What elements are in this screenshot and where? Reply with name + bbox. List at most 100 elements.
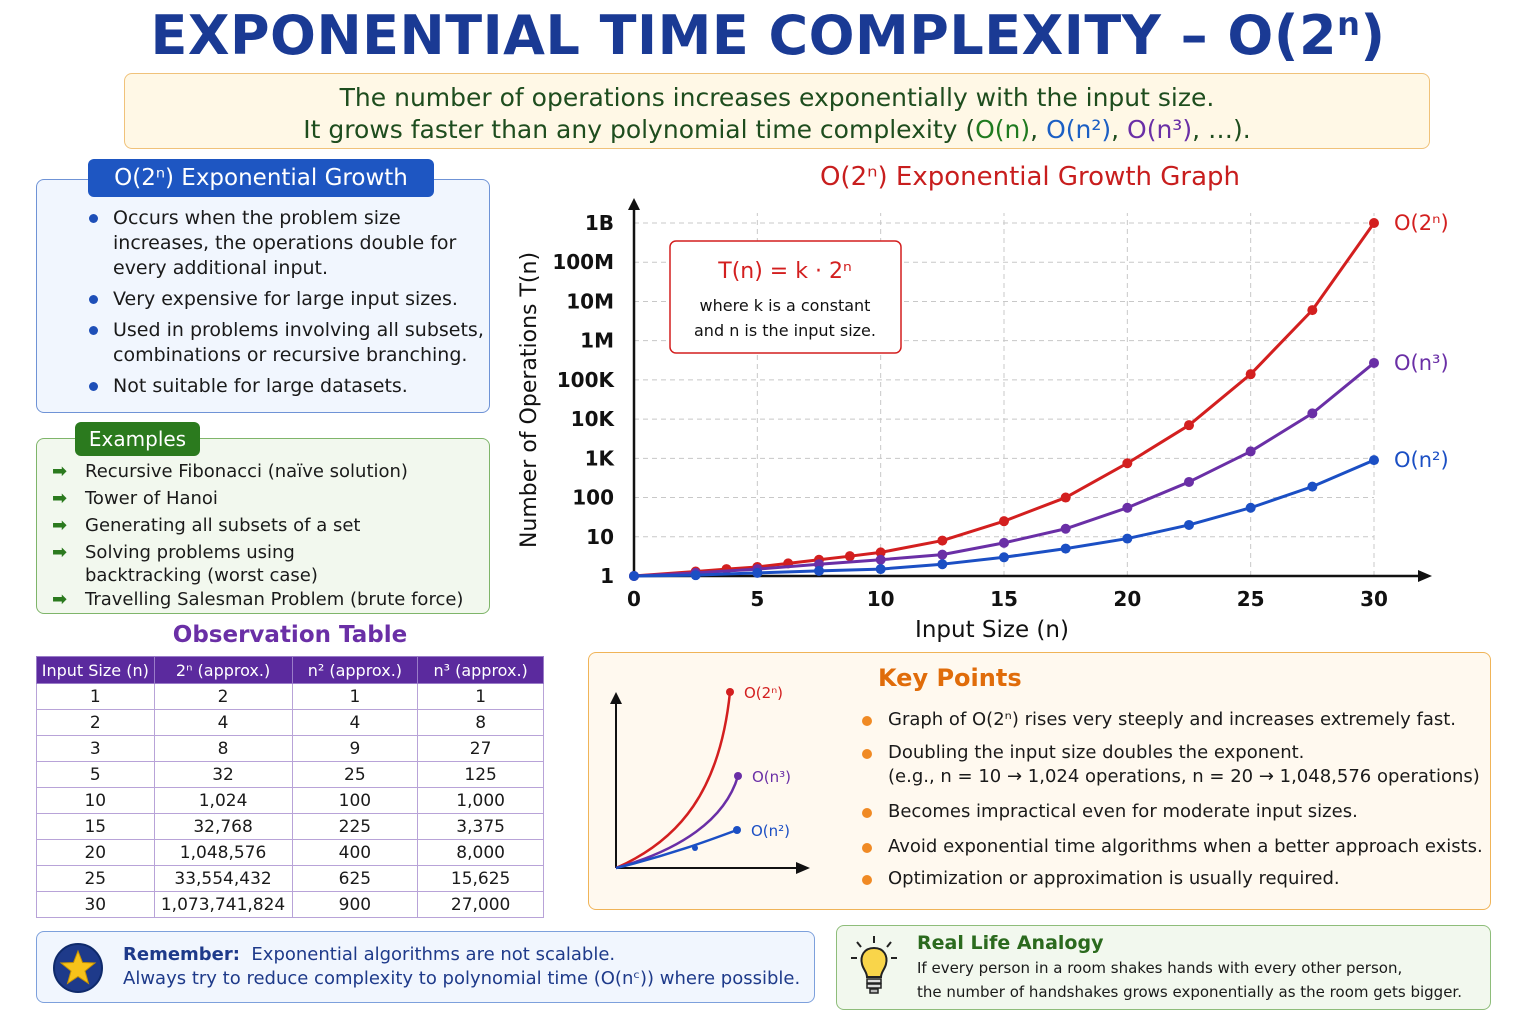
table-cell: 8	[417, 709, 544, 736]
key-point: Optimization or approximation is usually…	[862, 867, 1340, 891]
data-point	[937, 535, 948, 546]
table-cell: 15,625	[417, 865, 544, 892]
table-cell: 30	[36, 891, 155, 918]
data-point	[999, 516, 1009, 527]
star-icon	[53, 943, 103, 993]
key-point: Graph of O(2ⁿ) rises very steeply and in…	[862, 708, 1456, 732]
mini-point	[733, 826, 741, 834]
table-header: n³ (approx.)	[417, 656, 544, 684]
data-point	[814, 565, 824, 576]
mini-x-arrow	[796, 862, 810, 874]
series-label: O(n²)	[1394, 448, 1449, 472]
y-tick-label: 1	[600, 564, 614, 588]
remember-panel	[36, 931, 815, 1003]
mini-point	[734, 772, 742, 780]
formula-line-2: and n is the input size.	[694, 321, 876, 340]
data-point	[999, 552, 1009, 563]
x-tick-label: 0	[627, 587, 641, 611]
key-point-example: (e.g., n = 10 → 1,024 operations, n = 20…	[888, 766, 1480, 787]
table-cell: 2	[153, 683, 293, 710]
table-cell: 400	[291, 839, 419, 866]
data-point	[1122, 502, 1133, 513]
table-header-row: Input Size (n) 2ⁿ (approx.) n² (approx.)…	[36, 656, 544, 684]
y-tick-label: 100K	[557, 368, 616, 392]
table-cell: 8	[153, 735, 293, 762]
growth-panel-title: O(2ⁿ) Exponential Growth	[88, 159, 434, 197]
x-tick-label: 20	[1113, 587, 1141, 611]
analogy-title: Real Life Analogy	[917, 932, 1104, 954]
analogy-panel	[836, 925, 1491, 1010]
data-point	[875, 554, 886, 565]
data-point	[1369, 218, 1379, 228]
observation-table-title: Observation Table	[172, 622, 408, 648]
series-label: O(2ⁿ)	[1394, 211, 1449, 235]
table-cell: 1	[291, 683, 419, 710]
table-cell: 9	[291, 735, 419, 762]
mini-curve	[615, 775, 740, 870]
analogy-line-1: If every person in a room shakes hands w…	[917, 959, 1403, 977]
x-tick-label: 10	[867, 587, 895, 611]
table-cell: 1,000	[417, 787, 544, 814]
key-point: Avoid exponential time algorithms when a…	[862, 835, 1483, 859]
subtitle-line-2: It grows faster than any polynomial time…	[303, 115, 1251, 144]
arrow-right-icon: ➡	[52, 589, 68, 610]
table-cell: 27	[417, 735, 544, 762]
table-cell: 33,554,432	[153, 865, 293, 892]
example-item: ➡ Travelling Salesman Problem (brute forc…	[52, 589, 464, 610]
data-point	[1184, 476, 1194, 487]
analogy-line-2: the number of handshakes grows exponenti…	[917, 983, 1462, 1001]
data-point	[1245, 502, 1256, 513]
table-cell: 15	[36, 813, 155, 840]
table-row: 30 1,073,741,824 900 27,000	[36, 891, 544, 918]
data-point	[1060, 492, 1071, 503]
key-point: Doubling the input size doubles the expo…	[862, 741, 1304, 765]
data-point	[875, 564, 886, 575]
table-cell: 32,768	[153, 813, 293, 840]
table-cell: 27,000	[417, 891, 544, 918]
mini-y-arrow	[610, 692, 622, 704]
table-cell: 10	[36, 787, 155, 814]
table-row: 3 8 9 27	[36, 735, 544, 762]
mini-growth-chart: O(2ⁿ) O(n³) O(n²)	[610, 684, 810, 874]
table-cell: 900	[291, 891, 419, 918]
table-cell: 1,073,741,824	[153, 891, 293, 918]
series-label: O(n³)	[1394, 351, 1449, 375]
subtitle-box: The number of operations increases expon…	[124, 73, 1430, 149]
table-cell: 1	[417, 683, 544, 710]
x-tick-label: 15	[990, 587, 1018, 611]
table-cell: 1,024	[153, 787, 293, 814]
mini-curve-label: O(n²)	[751, 822, 790, 840]
y-axis-label: Number of Operations T(n)	[517, 252, 542, 548]
y-tick-label: 100M	[552, 250, 614, 274]
mini-curve	[615, 691, 732, 870]
arrow-right-icon: ➡	[52, 515, 68, 536]
remember-line-1: Remember: Exponential algorithms are not…	[123, 944, 616, 965]
table-cell: 4	[291, 709, 419, 736]
arrow-right-icon: ➡	[52, 488, 68, 509]
table-cell: 1	[36, 683, 155, 710]
mini-curve-label: O(2ⁿ)	[744, 684, 783, 702]
data-point	[1184, 519, 1194, 530]
data-point	[1060, 523, 1071, 534]
subtitle-line-1: The number of operations increases expon…	[339, 83, 1215, 112]
table-cell: 100	[291, 787, 419, 814]
growth-panel: Occurs when the problem size increases, …	[36, 179, 490, 413]
data-point	[875, 547, 886, 558]
table-cell: 625	[291, 865, 419, 892]
table-header: n² (approx.)	[291, 656, 419, 684]
growth-bullet-list: Occurs when the problem size increases, …	[89, 206, 489, 405]
remember-line-2: Always try to reduce complexity to polyn…	[123, 968, 801, 989]
data-point	[752, 567, 763, 578]
y-tick-label: 100	[572, 486, 614, 510]
table-header: 2ⁿ (approx.)	[153, 656, 293, 684]
table-cell: 2	[36, 709, 155, 736]
y-tick-label: 1M	[580, 329, 614, 353]
mini-point	[692, 845, 698, 851]
page-title: EXPONENTIAL TIME COMPLEXITY – O(2n)	[150, 4, 1386, 67]
y-tick-label: 1K	[585, 446, 616, 470]
table-header: Input Size (n)	[36, 656, 155, 684]
examples-title: Examples	[75, 422, 200, 456]
key-point: Becomes impractical even for moderate in…	[862, 800, 1358, 824]
example-item: ➡ Tower of Hanoi	[52, 488, 218, 509]
